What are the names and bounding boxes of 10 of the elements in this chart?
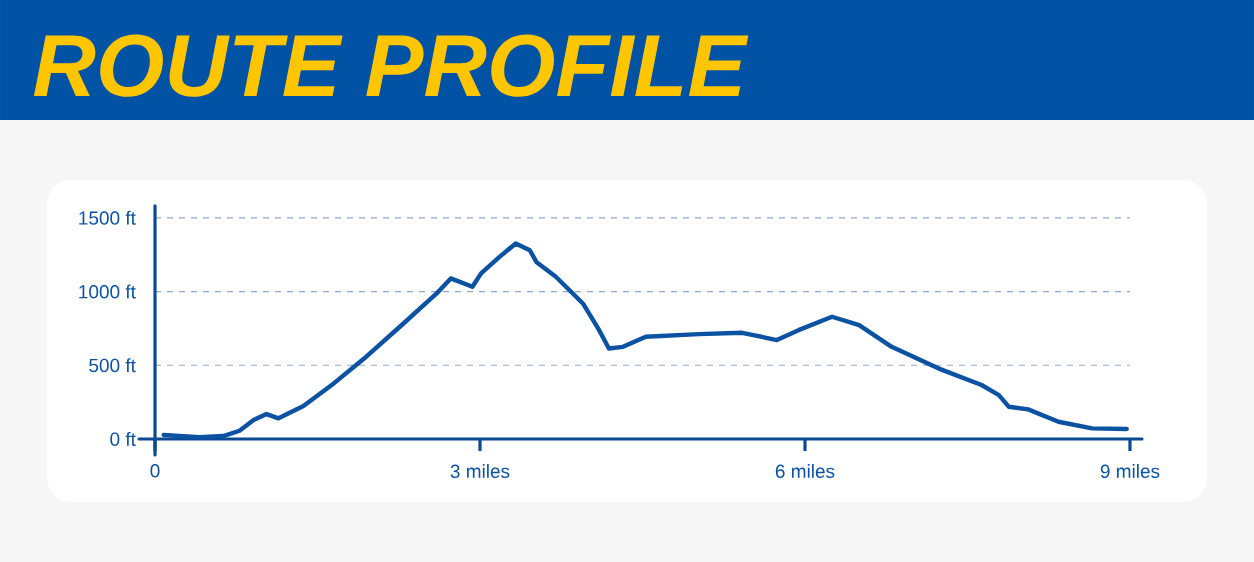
y-tick-label: 1500 ft <box>79 210 136 225</box>
y-tick-label: 0 ft <box>110 432 136 446</box>
x-tick-label: 0 <box>150 464 160 478</box>
x-tick-label: 9 miles <box>1100 464 1160 479</box>
line-series <box>161 241 1129 440</box>
chart-title: ROUTE PROFILE <box>33 34 749 97</box>
y-tick-label: 500 ft <box>89 358 136 373</box>
x-tick-label: 6 miles <box>775 464 835 479</box>
y-tick-label: 1000 ft <box>79 284 136 299</box>
x-tick-label: 3 miles <box>450 464 510 479</box>
